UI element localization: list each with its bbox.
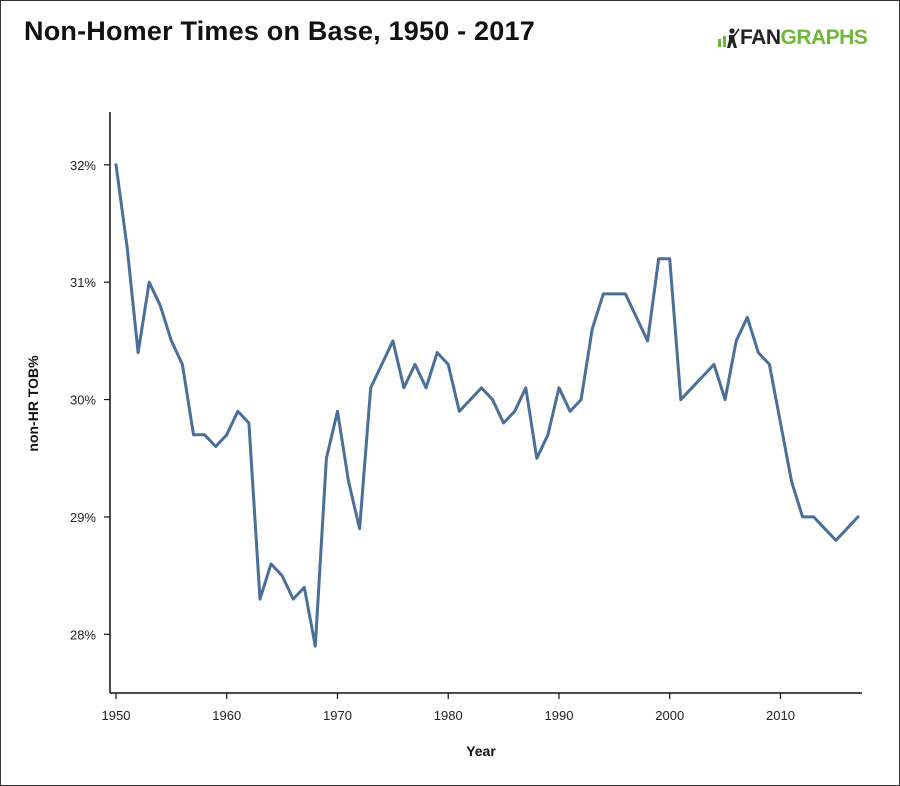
data-point	[657, 257, 660, 260]
data-point	[535, 457, 538, 460]
data-point	[114, 163, 118, 166]
y-tick-label: 32%	[70, 158, 96, 173]
y-tick-label: 28%	[70, 627, 96, 642]
data-point	[856, 515, 860, 519]
logo-text-fan: FAN	[740, 26, 781, 49]
x-tick-label: 1960	[212, 708, 241, 723]
data-point	[602, 292, 605, 296]
x-axis-title: Year	[466, 743, 496, 759]
data-point	[336, 410, 339, 413]
data-point	[447, 363, 450, 366]
data-point	[347, 480, 350, 483]
data-point	[292, 597, 295, 601]
data-point	[701, 374, 705, 378]
x-tick-label: 2010	[766, 708, 795, 723]
x-tick-label: 1990	[545, 708, 574, 723]
data-point	[635, 316, 638, 319]
data-point	[325, 457, 328, 460]
data-point	[280, 574, 284, 577]
data-point	[746, 316, 749, 319]
chart-title: Non-Homer Times on Base, 1950 - 2017	[24, 16, 535, 46]
fangraphs-logo: FAN GRAPHS	[716, 26, 868, 50]
data-point	[624, 292, 627, 296]
data-point	[668, 257, 671, 260]
data-point	[181, 363, 184, 366]
x-axis: 1950 1960 1970 1980 1990 2000 2010	[102, 692, 862, 723]
data-point	[247, 421, 251, 425]
data-point	[148, 281, 151, 284]
data-point	[845, 527, 849, 530]
y-tick-label: 30%	[70, 393, 96, 408]
data-point	[225, 433, 228, 436]
x-tick-label: 1950	[102, 708, 131, 723]
data-point	[214, 445, 217, 448]
data-point	[159, 304, 162, 307]
data-point	[369, 386, 372, 389]
batter-icon	[718, 28, 740, 48]
data-point	[136, 351, 140, 354]
data-point	[591, 327, 594, 331]
y-axis: 28% 29% 30% 31% 32%	[70, 112, 111, 693]
data-point	[579, 398, 583, 401]
data-point	[170, 339, 173, 343]
data-point	[358, 527, 361, 530]
x-tick-label: 2000	[655, 708, 684, 723]
data-point	[812, 515, 815, 519]
data-point	[303, 586, 306, 589]
data-point	[236, 410, 239, 413]
data-point	[413, 363, 417, 366]
data-point	[790, 480, 793, 483]
data-point	[480, 386, 483, 389]
data-point	[125, 245, 129, 249]
data-point	[436, 351, 439, 354]
logo-text-graphs: GRAPHS	[780, 26, 868, 49]
data-point	[491, 398, 494, 401]
data-point	[258, 597, 262, 601]
data-point	[557, 386, 561, 389]
data-point	[424, 386, 428, 389]
data-point	[203, 433, 206, 436]
data-point	[269, 562, 273, 566]
data-point	[402, 386, 406, 389]
data-point	[513, 410, 516, 413]
data-point	[469, 398, 472, 401]
y-tick-label: 29%	[70, 510, 96, 525]
data-point	[801, 515, 804, 519]
data-point	[391, 339, 395, 343]
series-line	[114, 163, 860, 648]
x-tick-label: 1970	[323, 708, 352, 723]
y-axis-title: non-HR TOB%	[25, 355, 41, 452]
data-point	[723, 398, 727, 401]
data-point	[613, 292, 616, 296]
data-point	[314, 644, 317, 648]
series-layer	[114, 163, 860, 648]
data-point	[679, 398, 682, 401]
data-point	[712, 363, 716, 366]
data-point	[546, 433, 550, 436]
data-point	[757, 351, 760, 354]
data-point	[380, 363, 383, 366]
data-point	[690, 386, 694, 389]
data-point	[768, 363, 771, 366]
y-tick-label: 31%	[70, 275, 96, 290]
data-point	[502, 421, 505, 425]
data-point	[834, 539, 838, 542]
x-tick-label: 1980	[434, 708, 463, 723]
data-point	[458, 410, 461, 413]
data-point	[823, 527, 826, 530]
data-point	[646, 339, 649, 343]
data-point	[192, 433, 195, 436]
data-point	[524, 386, 527, 389]
data-point	[735, 339, 738, 343]
data-point	[568, 410, 572, 413]
data-point	[779, 421, 782, 425]
